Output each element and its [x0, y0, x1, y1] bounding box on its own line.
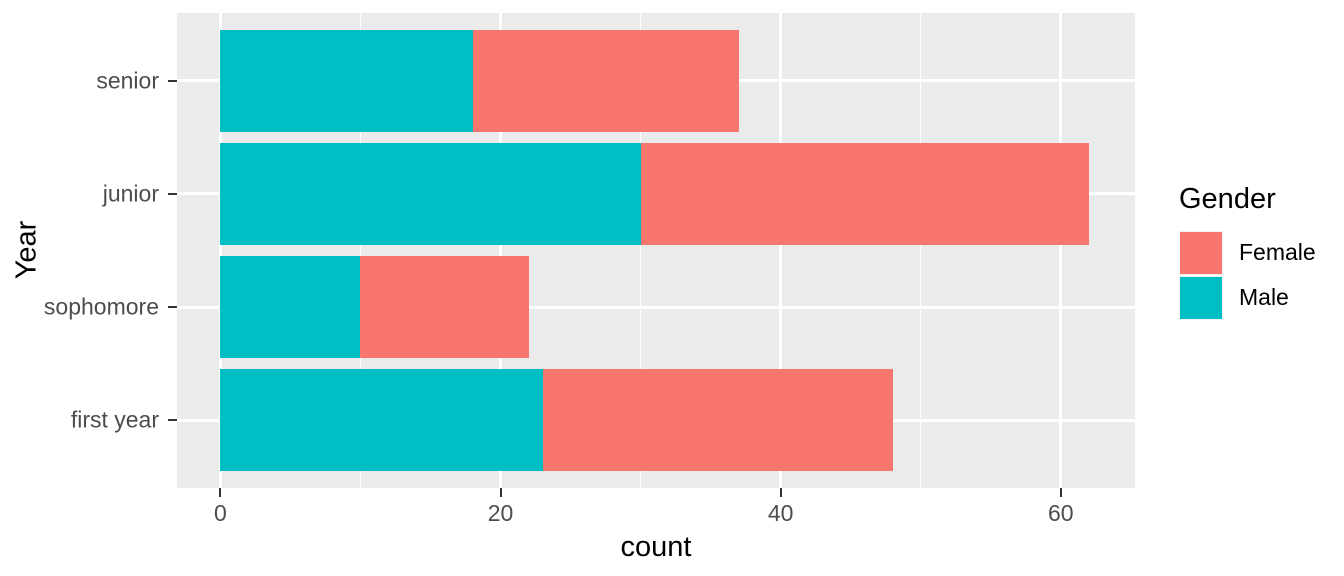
bar-segment-male-senior	[220, 29, 473, 132]
y-tick-label: senior	[96, 67, 159, 94]
major-gridline	[1059, 13, 1063, 488]
x-tick-mark	[499, 488, 502, 497]
minor-gridline	[639, 13, 642, 488]
major-gridline	[218, 13, 222, 488]
bar-segment-male-first-year	[220, 369, 543, 472]
x-tick-label: 20	[487, 500, 514, 526]
y-tick-mark	[168, 79, 177, 82]
x-tick-mark	[219, 488, 222, 497]
bar-segment-male-sophomore	[220, 256, 361, 358]
bar-segment-female-junior	[640, 143, 1089, 245]
y-tick-label: sophomore	[43, 293, 159, 320]
bar-segment-female-sophomore	[360, 256, 529, 358]
legend-label: Female	[1239, 239, 1316, 265]
y-tick-label: first year	[70, 406, 159, 433]
x-tick-label: 40	[767, 500, 794, 526]
bar-segment-female-first-year	[542, 369, 893, 472]
y-tick-mark	[168, 419, 177, 422]
legend-label: Male	[1239, 284, 1289, 310]
y-axis-title: Year	[10, 220, 43, 280]
legend-title: Gender	[1179, 183, 1276, 215]
legend-entry-male: Male	[1179, 275, 1316, 320]
x-tick-mark	[1059, 488, 1062, 497]
major-gridline	[779, 13, 783, 488]
x-tick-label: 0	[214, 500, 227, 526]
female-swatch	[1180, 231, 1222, 274]
bar-segment-female-senior	[472, 29, 739, 132]
major-gridline-horizontal	[177, 305, 1135, 309]
x-tick-mark	[779, 488, 782, 497]
minor-gridline	[359, 13, 362, 488]
male-swatch	[1180, 276, 1222, 319]
y-tick-label: junior	[102, 180, 159, 207]
y-tick-mark	[168, 192, 177, 195]
minor-gridline	[919, 13, 922, 488]
legend: Gender Female Male	[1179, 183, 1316, 320]
x-axis-title: count	[620, 531, 692, 563]
legend-key	[1179, 230, 1223, 275]
major-gridline	[499, 13, 503, 488]
x-tick-label: 60	[1047, 500, 1074, 526]
legend-entries: Female Male	[1179, 230, 1316, 320]
bar-segment-male-junior	[220, 143, 641, 245]
legend-key	[1179, 275, 1223, 320]
legend-entry-female: Female	[1179, 230, 1316, 275]
plot-panel	[177, 13, 1135, 488]
y-tick-mark	[168, 306, 177, 309]
